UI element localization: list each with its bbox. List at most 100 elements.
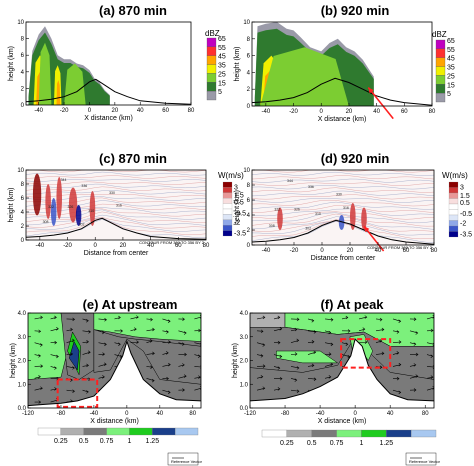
contour-label-c-1: 336 — [81, 184, 87, 188]
wind-vector-e-4-0 — [34, 354, 41, 357]
isentrope-d-21 — [252, 170, 434, 173]
wind-vector-head-f-4-2 — [294, 352, 298, 356]
wind-vector-f-7-6 — [358, 316, 367, 320]
w-cell-c-3 — [68, 187, 78, 223]
w-cell-c-4 — [75, 205, 82, 226]
wind-vector-e-4-2 — [66, 353, 73, 355]
wind-vector-head-e-1-1 — [54, 387, 57, 391]
y-tick-label-d-2: 4 — [247, 213, 251, 219]
isentrope-c-1 — [26, 217, 206, 235]
wind-vector-head-e-4-9 — [184, 352, 187, 357]
wind-region-e-0 — [28, 313, 68, 380]
y-tick-label-d-5: 10 — [243, 168, 250, 174]
contour-label-c-5: 310 — [88, 209, 94, 213]
y-tick-label-a-4: 8 — [21, 37, 25, 43]
wind-vector-e-7-5 — [114, 317, 121, 320]
wind-vector-head-f-4-9 — [415, 352, 419, 357]
colorbar-swatch-b-5 — [435, 84, 446, 94]
wind-vector-e-4-10 — [194, 354, 201, 357]
wind-vector-head-f-5-1 — [277, 340, 281, 345]
wind-vector-e-1-3 — [82, 389, 89, 393]
wind-vector-f-4-5 — [341, 354, 350, 357]
contour-label-d-1: 336 — [308, 185, 314, 189]
wind-vector-f-4-0 — [256, 354, 263, 357]
colorbar-swatch-c-3 — [222, 198, 233, 204]
x-axis-label-f: X distance (km) — [318, 418, 367, 425]
colorbar-swatch-c-7 — [222, 219, 233, 226]
contour-label-d-7: 308 — [269, 224, 275, 228]
colorbar-swatch-d-8 — [448, 225, 459, 232]
x-tick-label-c-4: 40 — [147, 243, 154, 249]
wind-vector-head-e-5-2 — [72, 338, 75, 343]
wind-vector-head-e-6-8 — [166, 330, 169, 334]
wind-vector-head-f-5-9 — [413, 342, 417, 346]
wind-vector-head-f-4-1 — [279, 354, 283, 359]
terrain-line-e — [28, 339, 201, 407]
contour-label-c-3: 322 — [48, 205, 54, 209]
contour-label-c-0: 344 — [61, 178, 67, 182]
wind-vector-e-2-9 — [178, 375, 187, 379]
wind-vector-head-e-3-4 — [104, 362, 107, 366]
colorbar-label-f-1: 0.5 — [307, 440, 317, 447]
wind-vector-head-e-3-8 — [168, 362, 171, 367]
footer-d: CONTOUR FROM 300 TO 356 BY 2 — [367, 245, 433, 250]
w-cell-d-3 — [338, 215, 345, 230]
contour-label-d-8: 302 — [305, 226, 311, 230]
x-tick-label-f-0: -120 — [244, 411, 257, 417]
x-tick-label-f-4: 40 — [387, 411, 394, 417]
colorbar-label-e-4: 1.25 — [145, 438, 159, 445]
wind-vector-head-f-1-1 — [277, 387, 281, 391]
wind-vector-head-e-4-4 — [102, 352, 106, 356]
w-cell-d-1 — [350, 203, 356, 230]
wind-vector-head-e-2-0 — [38, 374, 41, 379]
w-cell-c-2 — [56, 177, 62, 219]
echo-core-a-6 — [38, 42, 52, 105]
wind-vector-head-f-7-10 — [432, 315, 434, 319]
x-tick-label-e-0: -120 — [22, 411, 35, 417]
wind-vector-head-e-6-6 — [134, 327, 137, 331]
wind-vector-f-3-4 — [324, 363, 333, 367]
contour-label-d-3: 322 — [274, 208, 280, 212]
wind-vector-head-e-3-2 — [72, 366, 75, 370]
wind-vector-head-e-7-2 — [72, 317, 76, 322]
isentrope-c-4 — [26, 214, 206, 226]
colorbar-swatch-a-0 — [206, 37, 217, 48]
wind-vector-head-f-4-8 — [396, 351, 400, 355]
isentrope-c-20 — [26, 171, 206, 176]
colorbar-swatch-d-0 — [448, 181, 459, 188]
colorbar-label-c-2: 0.5 — [234, 200, 244, 207]
wind-vector-f-5-0 — [256, 342, 265, 346]
isentrope-d-20 — [252, 171, 434, 176]
y-tick-label-b-4: 8 — [247, 37, 251, 43]
colorbar-label-f-4: 1.25 — [379, 440, 393, 447]
wind-vector-head-f-5-10 — [432, 342, 434, 347]
y-tick-label-d-3: 6 — [247, 198, 251, 204]
colorbar-swatch-e-1 — [60, 427, 84, 436]
isentrope-c-2 — [26, 217, 206, 232]
colorbar-swatch-e-0 — [37, 427, 62, 436]
wind-vector-head-f-5-7 — [379, 339, 383, 343]
contour-label-c-7: 308 — [43, 220, 49, 224]
wind-vector-head-f-2-3 — [313, 377, 317, 381]
colorbar-swatch-c-8 — [222, 225, 233, 231]
y-axis-label-e: height (km) — [10, 343, 17, 378]
y-tick-label-f-4: 4.0 — [240, 311, 249, 317]
isentrope-c-13 — [26, 194, 206, 198]
isentrope-c-17 — [26, 181, 206, 185]
plot-area-e — [28, 313, 201, 408]
wind-vector-head-e-1-3 — [86, 390, 89, 394]
wind-vector-head-f-6-8 — [396, 330, 400, 334]
wind-vector-e-5-0 — [34, 342, 43, 346]
wind-vector-head-f-6-3 — [313, 330, 317, 334]
wind-vector-head-f-3-3 — [311, 363, 315, 368]
reference-vector-box-f — [405, 452, 437, 466]
wind-vector-head-e-6-3 — [88, 330, 91, 334]
x-tick-label-d-1: -20 — [290, 248, 299, 254]
isentrope-c-21 — [26, 170, 206, 173]
wind-vector-f-2-4 — [324, 376, 331, 379]
y-tick-label-b-3: 6 — [247, 54, 251, 60]
wind-vector-head-f-1-10 — [432, 386, 434, 390]
colorbar-unit-b: dBZ — [432, 30, 447, 39]
colorbar-swatch-c-4 — [222, 203, 233, 210]
colorbar-swatch-d-5 — [448, 209, 459, 216]
